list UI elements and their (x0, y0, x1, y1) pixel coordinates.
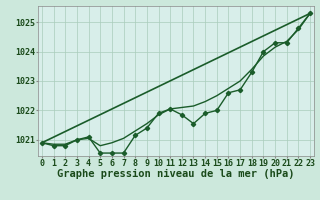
X-axis label: Graphe pression niveau de la mer (hPa): Graphe pression niveau de la mer (hPa) (57, 169, 295, 179)
